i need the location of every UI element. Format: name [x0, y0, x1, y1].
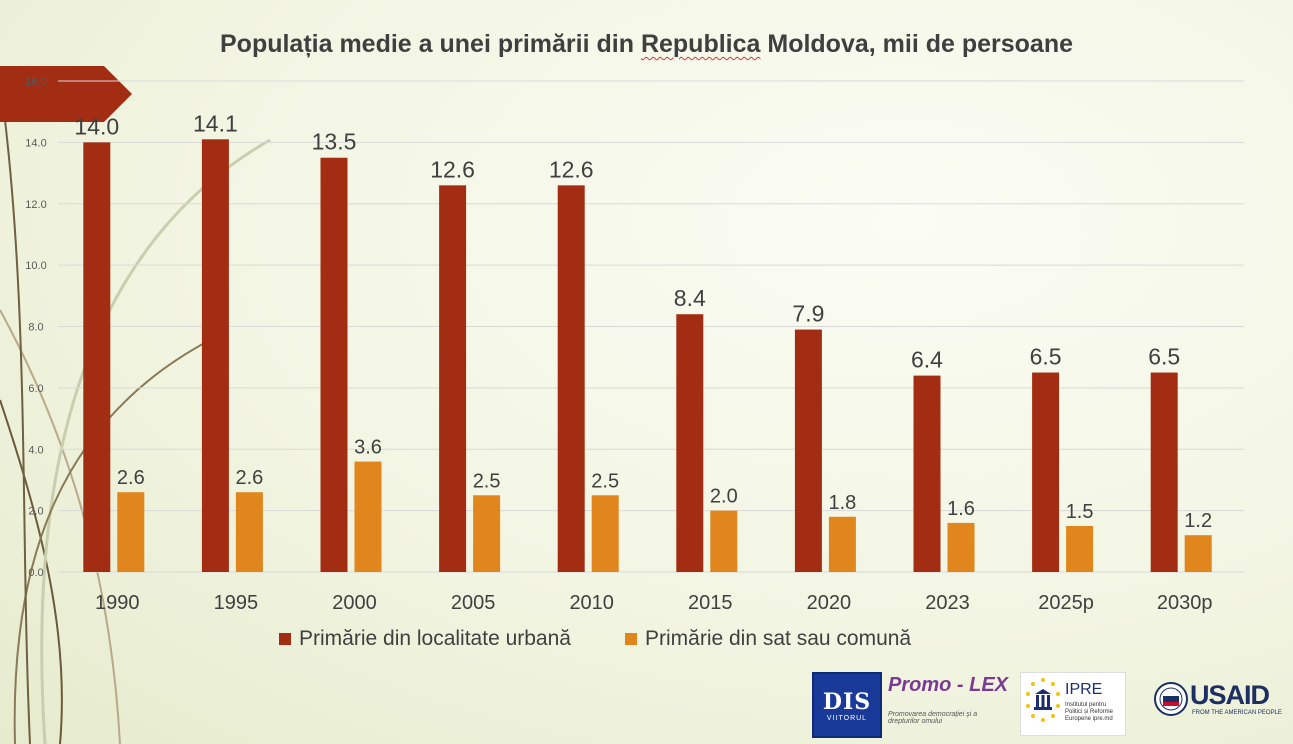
data-label-rural: 2.5 — [473, 470, 501, 492]
x-tick-label: 2005 — [451, 592, 496, 614]
data-label-rural: 2.0 — [710, 486, 738, 508]
title-part-2: Republica — [640, 30, 761, 58]
dis-viitorul-logo: DIS VIITORUL — [812, 672, 882, 738]
chart-legend: Primărie din localitate urbană Primărie … — [279, 627, 911, 651]
bar-urban — [439, 185, 467, 572]
promo-lex-logo: Promo - LEX Promovarea democrației și a … — [888, 672, 1010, 734]
legend-item-rural: Primărie din sat sau comună — [624, 627, 912, 651]
y-tick-label: 12.0 — [25, 199, 46, 211]
data-label-urban: 6.5 — [1148, 344, 1180, 370]
y-tick-label: 14.0 — [25, 137, 46, 149]
y-tick-label: 16.0 — [25, 76, 46, 88]
bar-urban — [320, 157, 348, 572]
data-label-rural: 1.8 — [828, 492, 856, 514]
dis-logo-text: DIS — [822, 688, 872, 715]
data-label-rural: 2.6 — [235, 467, 263, 489]
legend-label-urban: Primărie din localitate urbană — [299, 627, 571, 650]
bar-rural — [473, 495, 501, 572]
data-label-urban: 6.4 — [911, 347, 943, 373]
corner-accent-tab — [0, 66, 132, 122]
bar-urban — [83, 142, 111, 572]
bar-urban — [557, 185, 585, 572]
bar-rural — [710, 510, 738, 572]
ipre-emblem-icon — [1026, 678, 1060, 722]
data-label-rural: 1.5 — [1066, 501, 1094, 523]
ipre-sub: Institutul pentru Politici și Reforme Eu… — [1065, 702, 1114, 722]
bar-rural — [591, 495, 619, 572]
usaid-tagline: FROM THE AMERICAN PEOPLE — [1192, 710, 1282, 716]
legend-swatch-rural — [624, 633, 637, 645]
data-label-rural: 1.2 — [1184, 510, 1212, 532]
y-tick-label: 2.0 — [28, 506, 43, 518]
data-label-rural: 2.5 — [591, 470, 619, 492]
bar-rural — [828, 516, 856, 572]
x-tick-label: 2025p — [1038, 592, 1094, 614]
ipre-logo: IPRE Institutul pentru Politici și Refor… — [1020, 672, 1126, 736]
bar-urban — [201, 139, 229, 572]
data-label-urban: 8.4 — [674, 285, 706, 311]
bar-rural — [235, 492, 263, 572]
promo-lex-tagline: Promovarea democrației și a drepturilor … — [888, 711, 978, 725]
y-tick-label: 6.0 — [28, 383, 43, 395]
bar-urban — [794, 329, 822, 572]
usaid-name: USAID — [1190, 680, 1270, 710]
y-tick-label: 0.0 — [28, 567, 43, 579]
promo-lex-name: Promo - LEX — [888, 674, 1009, 696]
ipre-name: IPRE — [1065, 681, 1103, 698]
bar-rural — [947, 522, 975, 572]
data-label-rural: 2.6 — [117, 467, 145, 489]
bar-urban — [676, 314, 704, 572]
legend-swatch-urban — [279, 633, 291, 645]
bar-urban — [913, 375, 941, 572]
title-part-3: Moldova, mii de persoane — [760, 30, 1073, 58]
x-tick-label: 2023 — [925, 592, 970, 614]
bar-rural — [117, 492, 145, 572]
bar-urban — [1150, 372, 1178, 572]
data-label-urban: 14.0 — [74, 113, 119, 139]
y-tick-label: 4.0 — [28, 444, 43, 456]
data-label-urban: 6.5 — [1030, 344, 1062, 370]
data-label-urban: 12.6 — [430, 156, 475, 182]
bar-urban — [1032, 372, 1060, 572]
x-tick-label: 1990 — [95, 592, 140, 614]
x-tick-label: 2030p — [1157, 592, 1213, 614]
y-tick-label: 8.0 — [28, 322, 43, 334]
data-label-rural: 1.6 — [947, 498, 975, 520]
data-label-rural: 3.6 — [354, 437, 382, 459]
usaid-seal-icon — [1154, 682, 1188, 716]
bar-rural — [1066, 525, 1094, 572]
bar-rural — [354, 461, 382, 572]
decorative-swirl — [0, 79, 271, 744]
data-label-urban: 12.6 — [549, 156, 594, 182]
x-tick-label: 1995 — [214, 592, 259, 614]
legend-item-urban: Primărie din localitate urbană — [279, 627, 571, 651]
y-tick-label: 10.0 — [25, 260, 46, 272]
legend-label-rural: Primărie din sat sau comună — [644, 627, 912, 650]
x-tick-label: 2015 — [688, 592, 733, 614]
data-label-urban: 7.9 — [792, 301, 824, 327]
title-part-1: Populația medie a unei primării din — [220, 30, 641, 58]
data-label-urban: 13.5 — [312, 129, 357, 155]
x-tick-label: 2000 — [332, 592, 377, 614]
chart-title: Populația medie a unei primării din Repu… — [0, 30, 1293, 59]
bar-chart: 0.0 2.0 4.0 6.0 8.0 10.0 12.0 14.0 16.0 14.0 2.6 19… — [25, 76, 1244, 614]
usaid-logo: USAID FROM THE AMERICAN PEOPLE — [1152, 672, 1282, 734]
partner-logos: DIS VIITORUL Promo - LEX Promovarea demo… — [812, 672, 1282, 738]
x-tick-label: 2010 — [569, 592, 614, 614]
data-label-urban: 14.1 — [193, 110, 238, 136]
dis-logo-sub: VIITORUL — [826, 714, 868, 722]
bar-rural — [1184, 535, 1212, 572]
x-tick-label: 2020 — [807, 592, 852, 614]
